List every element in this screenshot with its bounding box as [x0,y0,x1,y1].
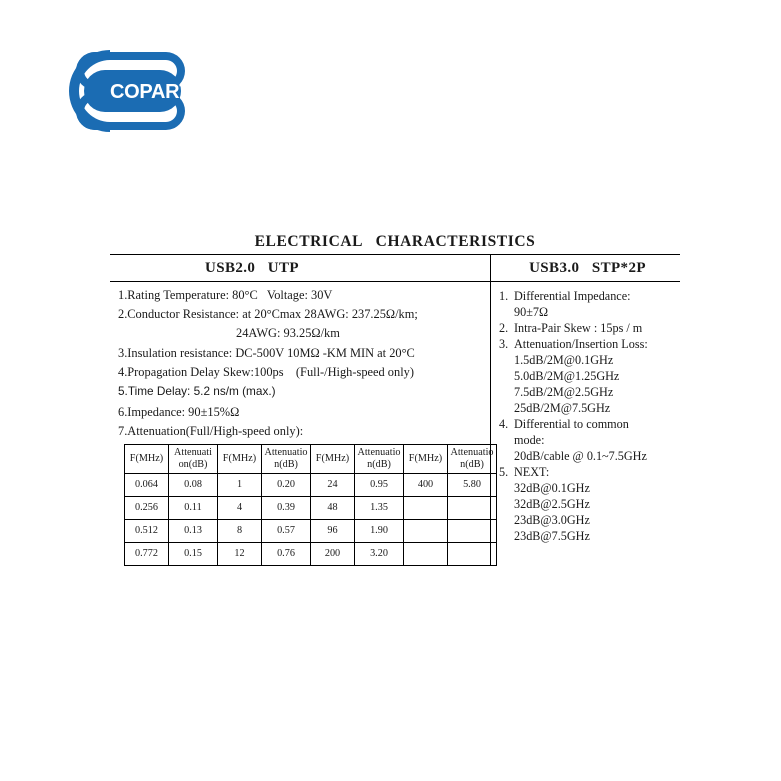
attenuation-table: F(MHz) Attenuati on(dB) F(MHz) Attenuati… [124,443,497,566]
table-row: 0.256 0.11 4 0.39 48 1.35 [124,495,497,520]
table-cell: 0.08 [168,472,218,497]
table-cell: 0.20 [261,472,311,497]
usb3-item-5-sub: 23dB@7.5GHz [514,529,590,543]
table-cell: 96 [310,518,355,543]
table-cell [447,495,497,520]
logo-wordmark-pill [84,70,181,112]
table-cell: 0.76 [261,541,311,566]
usb3-item-3-sub: 1.5dB/2M@0.1GHz [514,353,614,367]
usb3-item-1-sub: 90±7Ω [514,305,549,319]
usb2-line-6: 6.Impedance: 90±15%Ω [118,405,240,419]
usb3-item-label: Differential to common [514,417,629,431]
table-cell: 5.80 [447,472,497,497]
attenuation-table-header-row: F(MHz) Attenuati on(dB) F(MHz) Attenuati… [124,443,497,474]
usb3-item-3-sub: 7.5dB/2M@2.5GHz [514,385,614,399]
usb3-item-4: 4. Differential to common [499,416,676,432]
table-cell: 0.256 [124,495,169,520]
table-cell: 200 [310,541,355,566]
usb2-line-2: 2.Conductor Resistance: at 20°Cmax 28AWG… [118,307,418,321]
usb2-line-2-cont: 24AWG: 93.25Ω/km [236,326,340,340]
table-cell: 1.35 [354,495,404,520]
table-cell: 0.772 [124,541,169,566]
usb3-item-number: 2. [499,321,509,335]
table-cell [403,541,448,566]
usb2-column: 1.Rating Temperature: 80°C Voltage: 30V … [110,282,497,566]
table-cell: 12 [217,541,262,566]
rule-top [110,254,680,255]
table-cell: 1 [217,472,262,497]
attenuation-header-cell: F(MHz) [310,443,355,474]
usb3-item-number: 1. [499,289,509,303]
usb2-line-1: 1.Rating Temperature: 80°C Voltage: 30V [118,288,333,302]
table-cell: 1.90 [354,518,404,543]
table-cell [447,541,497,566]
attenuation-header-cell: Attenuatio n(dB) [354,443,404,474]
table-cell: 8 [217,518,262,543]
usb3-item-number: 3. [499,337,509,351]
usb3-item-label: Differential Impedance: [514,289,631,303]
usb3-item-2: 2. Intra-Pair Skew : 15ps / m [499,320,676,336]
attenuation-table-body: 0.064 0.08 1 0.20 24 0.95 400 5.80 0.256… [124,472,497,566]
table-cell [403,495,448,520]
table-cell: 0.95 [354,472,404,497]
attenuation-header-cell: Attenuatio n(dB) [261,443,311,474]
table-row: 0.064 0.08 1 0.20 24 0.95 400 5.80 [124,472,497,497]
usb3-item-3-sub: 5.0dB/2M@1.25GHz [514,369,620,383]
logo-mark: COPARTNER [69,50,188,132]
table-cell: 400 [403,472,448,497]
usb3-item-4-sub: mode: [514,433,545,447]
usb3-item-label: Attenuation/Insertion Loss: [514,337,648,351]
attenuation-header-cell: F(MHz) [403,443,448,474]
usb3-item-1: 1. Differential Impedance: [499,288,676,304]
spec-body: 1.Rating Temperature: 80°C Voltage: 30V … [110,282,680,566]
usb3-item-5-sub: 32dB@0.1GHz [514,481,590,495]
electrical-characteristics-sheet: ELECTRICAL CHARACTERISTICS USB2.0 UTP US… [110,233,680,566]
usb2-column-header: USB2.0 UTP [205,259,299,276]
table-row: 0.772 0.15 12 0.76 200 3.20 [124,541,497,566]
usb3-item-5: 5. NEXT: [499,464,676,480]
usb2-line-5: 5.Time Delay: 5.2 ns/m (max.) [118,383,276,398]
attenuation-header-cell: Attenuati on(dB) [168,443,218,474]
table-cell: 0.15 [168,541,218,566]
table-cell: 24 [310,472,355,497]
table-row: 0.512 0.13 8 0.57 96 1.90 [124,518,497,543]
attenuation-header-cell: Attenuatio n(dB) [447,443,497,474]
usb2-line-3: 3.Insulation resistance: DC-500V 10MΩ -K… [118,345,415,360]
table-cell [403,518,448,543]
usb3-item-3: 3. Attenuation/Insertion Loss: [499,336,676,352]
usb3-item-5-sub: 32dB@2.5GHz [514,497,590,511]
table-cell: 3.20 [354,541,404,566]
table-cell: 0.39 [261,495,311,520]
rule-under-headers [110,281,680,282]
table-cell: 0.13 [168,518,218,543]
logo-wordmark-text: COPARTNER [110,81,188,103]
attenuation-header-cell: F(MHz) [124,443,169,474]
usb2-line-4: 4.Propagation Delay Skew:100ps (Full-/Hi… [118,364,414,379]
page-title: ELECTRICAL CHARACTERISTICS [254,233,536,250]
usb3-item-5-sub: 23dB@3.0GHz [514,513,590,527]
table-cell: 0.064 [124,472,169,497]
usb3-item-label: NEXT: [514,465,550,479]
usb3-item-3-sub: 25dB/2M@7.5GHz [514,401,611,415]
usb3-item-number: 5. [499,465,509,479]
attenuation-header-cell: F(MHz) [217,443,262,474]
usb2-line-7: 7.Attenuation(Full/High-speed only): [118,424,304,438]
table-cell: 0.512 [124,518,169,543]
company-logo: COPARTNER [48,48,188,134]
table-cell: 0.57 [261,518,311,543]
table-cell: 48 [310,495,355,520]
logo-outer-sweep [69,50,110,132]
usb3-item-4-sub: 20dB/cable @ 0.1~7.5GHz [514,449,647,463]
usb3-column-header: USB3.0 STP*2P [490,255,680,281]
table-cell: 4 [217,495,262,520]
usb3-column: 1. Differential Impedance: 90±7Ω 2. Intr… [490,282,680,566]
usb3-item-number: 4. [499,417,509,431]
usb3-item-label: Intra-Pair Skew : 15ps / m [514,321,643,335]
column-headers: USB2.0 UTP USB3.0 STP*2P [110,255,680,281]
table-cell: 0.11 [168,495,218,520]
